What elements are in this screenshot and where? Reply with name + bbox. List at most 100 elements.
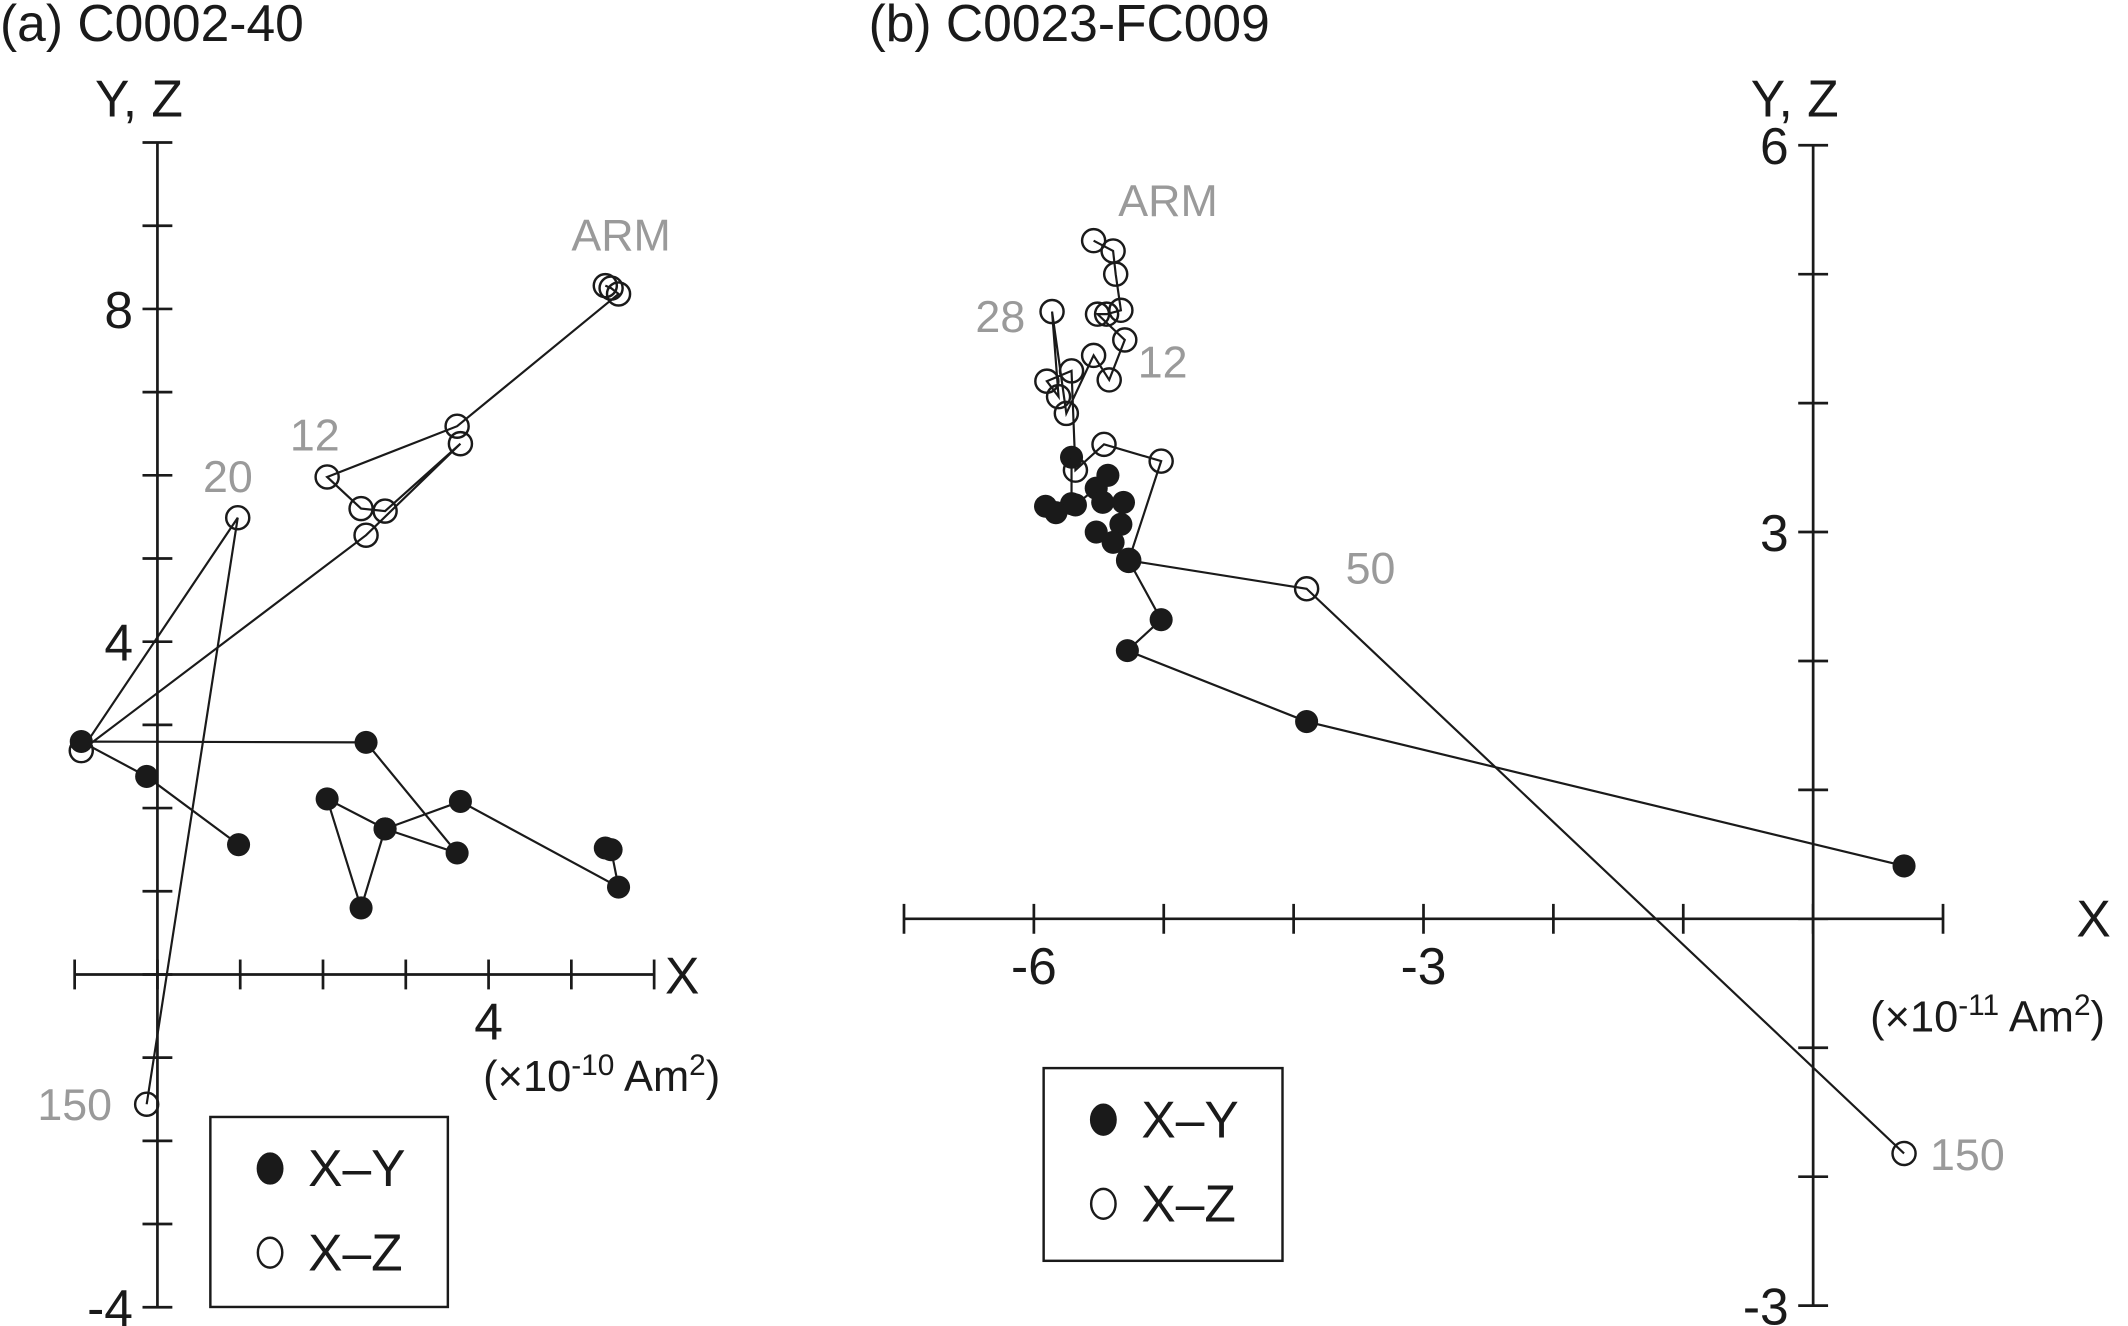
data-point-xy	[1091, 490, 1115, 514]
data-point-xz	[68, 737, 95, 764]
step-annotation: ARM	[1118, 176, 1217, 226]
series-line-xy	[80, 740, 621, 912]
data-point-xz	[598, 275, 624, 301]
data-point-xz	[1148, 448, 1174, 474]
data-point-xz	[133, 1091, 160, 1118]
unit-part: )	[706, 1053, 720, 1101]
unit-part: )	[2091, 993, 2105, 1041]
step-annotation: 28	[975, 292, 1025, 342]
panel-b: (b) C0023-FC009 Y, Z X (×10-11 Am2) -6 -3 6 3 -3…	[869, 0, 2111, 1326]
legend-label: X–Y	[1141, 1090, 1238, 1148]
y-tick-label: 6	[1760, 117, 1789, 175]
data-point-xy	[227, 833, 251, 857]
data-point-xz	[1891, 1140, 1917, 1167]
data-point-xz	[314, 464, 340, 490]
data-point-xy	[315, 787, 339, 811]
step-annotation: 150	[1930, 1130, 2005, 1180]
unit-part: -10	[571, 1049, 614, 1082]
data-point-xy	[349, 896, 373, 920]
data-point-xy	[373, 817, 397, 841]
data-point-xy	[599, 838, 623, 862]
data-point-xy	[1044, 501, 1068, 525]
unit-part: Am	[614, 1053, 689, 1101]
data-point-xz	[1053, 400, 1080, 427]
unit-part: Am	[1999, 993, 2074, 1041]
data-point-xz	[1062, 457, 1089, 483]
data-point-xz	[353, 522, 379, 548]
x-tick-label: 4	[474, 993, 503, 1051]
data-point-xz	[1091, 431, 1117, 458]
x-tick-label: -3	[1401, 937, 1447, 995]
data-point-xz	[1080, 342, 1107, 369]
data-point-xy	[1149, 608, 1173, 632]
data-point-xy	[1295, 710, 1319, 734]
x-axis-unit: (×10-11 Am2)	[1870, 989, 2105, 1041]
unit-part: 2	[2074, 989, 2091, 1022]
y-axis-label: Y, Z	[95, 70, 183, 128]
x-axis-label: X	[2076, 889, 2110, 947]
legend-marker-open	[256, 1236, 284, 1269]
legend-label: X–Y	[308, 1139, 405, 1197]
panel-a: (a) C0002-40Y, ZX(×10-10 Am2)484-4ARM122…	[0, 0, 720, 1326]
data-point-xy	[607, 875, 631, 899]
legend-label: X–Z	[1141, 1174, 1236, 1232]
data-point-xy	[448, 789, 472, 813]
panel-title: (b) C0023-FC009	[869, 0, 1270, 52]
x-axis-label: X	[665, 946, 699, 1004]
x-axis-unit: (×10-10 Am2)	[483, 1049, 720, 1101]
legend: X–Y X–Z	[209, 1115, 450, 1309]
unit-part: -11	[1958, 989, 1999, 1022]
data-point-xz	[1080, 227, 1107, 254]
y-tick-label: 3	[1760, 504, 1789, 562]
data-point-xz	[1084, 301, 1111, 327]
series-line-xz	[80, 284, 621, 1105]
y-axis-label: Y, Z	[1751, 70, 1839, 128]
y-tick-label: 4	[104, 614, 133, 672]
step-annotation: 20	[203, 452, 253, 502]
unit-part: (×10	[483, 1053, 571, 1101]
data-point-xy	[1084, 520, 1108, 544]
data-point-xy	[1111, 490, 1136, 514]
data-point-xz	[605, 281, 632, 307]
data-point-xz	[1058, 358, 1085, 384]
data-point-xy	[1101, 530, 1125, 554]
data-point-xz	[1034, 368, 1060, 394]
data-point-xz	[224, 504, 251, 531]
legend: X–Y X–Z	[1042, 1066, 1284, 1263]
panel-title: (a) C0002-40	[0, 0, 304, 52]
data-point-xy	[1109, 512, 1133, 536]
data-point-xy	[135, 764, 159, 789]
data-point-xz	[1039, 298, 1065, 325]
y-tick-label: 8	[104, 281, 133, 339]
data-point-xz	[372, 498, 398, 524]
data-point-xy	[1060, 445, 1084, 469]
data-point-xz	[447, 430, 474, 457]
step-annotation: 12	[290, 410, 340, 460]
y-tick-label: -3	[1743, 1278, 1789, 1326]
data-point-xz	[1096, 367, 1122, 393]
unit-part: 2	[689, 1049, 706, 1082]
legend-box	[209, 1115, 450, 1309]
data-point-xz	[1115, 547, 1142, 574]
legend-marker-filled	[256, 1152, 284, 1185]
legend-box	[1042, 1066, 1284, 1263]
step-annotation: 150	[37, 1080, 112, 1130]
data-point-xz	[1293, 576, 1320, 602]
data-point-xz	[1093, 301, 1120, 327]
data-point-xz	[1102, 261, 1129, 287]
step-annotation: ARM	[571, 211, 670, 261]
data-point-xz	[444, 413, 470, 439]
step-annotation: 12	[1138, 337, 1188, 387]
legend-label: X–Z	[308, 1223, 403, 1281]
data-point-xy	[1892, 854, 1916, 878]
x-tick-label: -6	[1011, 937, 1057, 995]
legend-marker-filled	[1089, 1103, 1117, 1136]
data-point-xy	[1117, 548, 1141, 572]
data-point-xz	[1112, 327, 1138, 353]
data-point-xy	[1115, 639, 1139, 663]
data-point-xy	[1063, 493, 1087, 517]
y-tick-label: -4	[87, 1279, 133, 1326]
data-point-xy	[354, 730, 378, 754]
data-point-xy	[445, 841, 469, 865]
